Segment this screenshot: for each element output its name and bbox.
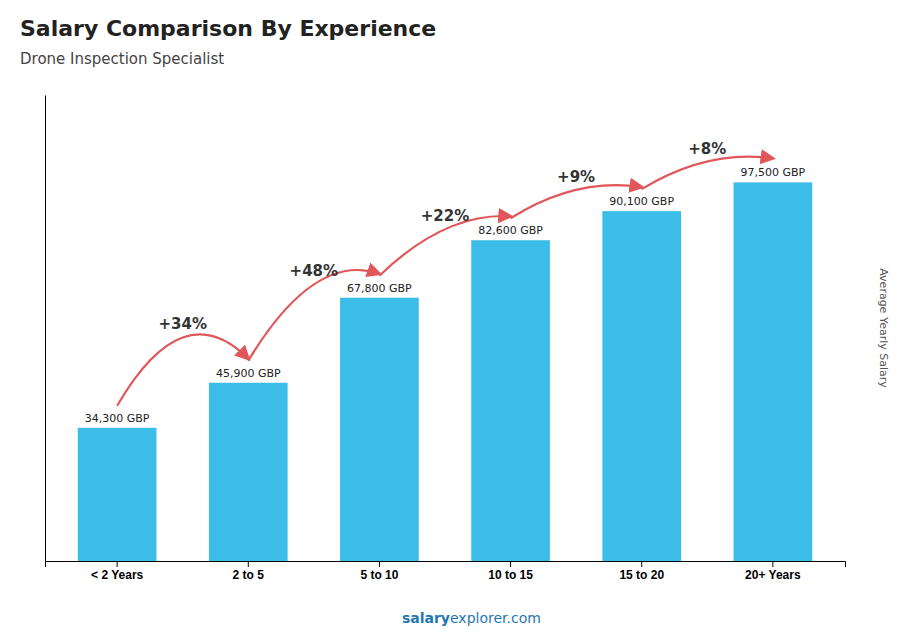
data-label: 82,600 GBP <box>478 224 543 237</box>
y-axis <box>45 96 46 562</box>
x-tick-mark <box>772 561 773 567</box>
x-tick-label: 2 to 5 <box>233 568 265 582</box>
bar <box>209 383 288 561</box>
annotation: +22% <box>421 207 469 225</box>
x-tick-label: 20+ Years <box>745 568 801 582</box>
annotation: +34% <box>158 315 206 333</box>
annotations: +34% +48% +22% +9% +8% <box>158 140 726 334</box>
footer-regular: explorer.com <box>450 610 541 626</box>
bar <box>340 298 419 561</box>
x-tick-mark <box>248 561 249 567</box>
x-tick-label: 5 to 10 <box>360 568 398 582</box>
bar <box>734 182 813 561</box>
x-axis-line <box>46 562 846 568</box>
data-label: 67,800 GBP <box>347 282 412 295</box>
bar <box>471 240 550 561</box>
title: Salary Comparison By Experience <box>20 16 436 41</box>
subtitle: Drone Inspection Specialist <box>20 50 224 68</box>
bars <box>78 182 812 561</box>
y-axis-label: Average Yearly Salary <box>877 268 890 388</box>
data-label: 45,900 GBP <box>216 367 281 380</box>
x-tick-label: 10 to 15 <box>488 568 533 582</box>
x-tick: 10 to 15 <box>488 561 533 582</box>
data-label: 34,300 GBP <box>85 412 150 425</box>
x-tick-mark <box>641 561 642 567</box>
chart-svg: Salary Comparison By Experience Drone Ins… <box>0 0 900 641</box>
x-tick-mark <box>117 561 118 567</box>
y-axis-line <box>45 96 46 562</box>
x-tick: 15 to 20 <box>619 561 664 582</box>
x-tick: 5 to 10 <box>360 561 398 582</box>
footer-bold: salary <box>402 610 450 626</box>
x-tick: < 2 Years <box>91 561 143 582</box>
x-tick-label: < 2 Years <box>91 568 143 582</box>
plot: < 2 Years 2 to 5 5 to 10 10 to 15 15 to 20 20… <box>46 96 846 582</box>
data-label: 90,100 GBP <box>609 195 674 208</box>
x-axis: < 2 Years 2 to 5 5 to 10 10 to 15 15 to 20 20… <box>46 561 846 582</box>
bar <box>602 211 681 561</box>
x-tick: 20+ Years <box>745 561 801 582</box>
x-tick-mark <box>510 561 511 567</box>
annotation: +8% <box>688 140 726 158</box>
annotation: +48% <box>290 262 338 280</box>
data-labels: 34,300 GBP 45,900 GBP 67,800 GBP 82,600 GBP… <box>85 166 806 424</box>
bar <box>78 428 157 561</box>
annotation: +9% <box>557 168 595 186</box>
x-tick-mark <box>379 561 380 567</box>
arrows <box>117 157 773 406</box>
x-tick-label: 15 to 20 <box>619 568 664 582</box>
data-label: 97,500 GBP <box>741 166 806 179</box>
x-tick: 2 to 5 <box>233 561 265 582</box>
